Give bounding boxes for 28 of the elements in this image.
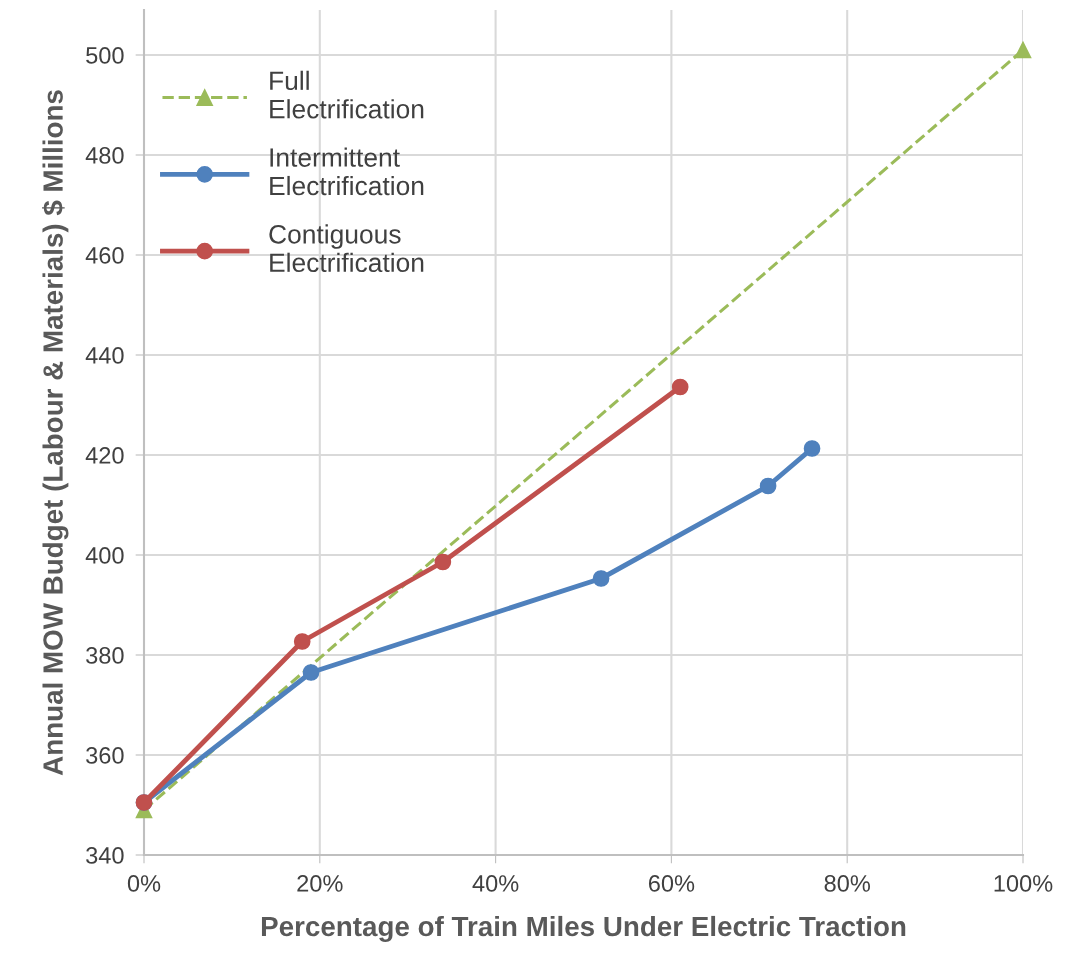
point (293, 633, 311, 650)
y-tick-label: 460 (85, 247, 124, 264)
point (434, 553, 452, 571)
point (671, 378, 689, 396)
point (1014, 41, 1032, 59)
x-tick-label: 80% (824, 875, 870, 892)
point (759, 477, 777, 495)
point (803, 440, 821, 457)
legend-label: Intermittent Electrification (270, 147, 424, 196)
point (592, 570, 610, 587)
x-tick-label: 60% (648, 875, 695, 892)
y-axis-title: Annual MOW Budget (Labour & Materials) $ Millions (42, 90, 69, 776)
y-tick-label: 440 (85, 347, 124, 364)
y-tick-label: 380 (86, 647, 124, 664)
y-tick-label: 340 (86, 847, 124, 864)
legend-label: Full Electrification (270, 70, 424, 119)
legend-label: Contiguous Electrification (269, 224, 424, 273)
y-tick-label: 480 (85, 147, 124, 164)
x-tick-label: 0% (127, 875, 161, 892)
y-tick-label: 360 (86, 747, 124, 764)
y-tick-label: 500 (86, 47, 124, 64)
point (302, 664, 320, 681)
x-tick-label: 100% (994, 875, 1053, 892)
y-tick-label: 420 (85, 447, 124, 464)
x-axis-title: Percentage of Train Miles Under Electric Traction (261, 915, 906, 942)
y-tick-label: 400 (85, 547, 124, 564)
x-tick-label: 20% (297, 875, 343, 892)
x-tick-label: 40% (472, 875, 519, 892)
